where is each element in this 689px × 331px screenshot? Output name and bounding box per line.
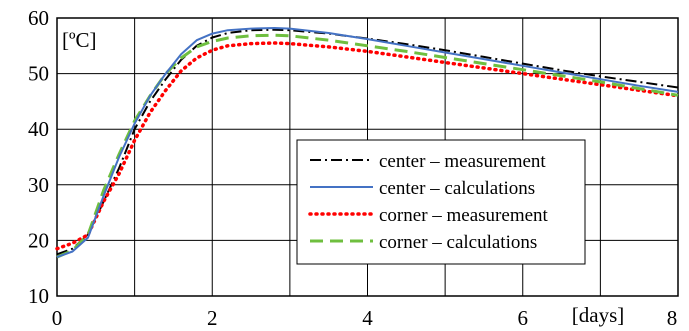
legend-label: corner – measurement (379, 205, 549, 226)
x-tick-label: 0 (52, 306, 63, 330)
x-tick-label: 2 (207, 306, 218, 330)
series-line-2 (55, 41, 680, 251)
series-line-0 (56, 28, 679, 256)
y-tick-label: 10 (28, 284, 49, 308)
legend: center – measurement center – calculation… (296, 139, 586, 265)
y-tick-label: 40 (28, 117, 49, 141)
y-tick-label: 30 (28, 173, 49, 197)
series-line-3 (56, 33, 679, 259)
y-tick-label: 60 (28, 6, 49, 30)
y-tick-label: 20 (28, 228, 49, 252)
y-axis-unit-label: [ºC] (62, 28, 97, 52)
plot-frame (56, 17, 679, 297)
legend-box (296, 139, 586, 265)
y-tick-label: 50 (28, 62, 49, 86)
tick-labels: 10 20 30 40 50 60 0 2 4 6 8 (28, 6, 677, 330)
legend-label: center – measurement (379, 151, 546, 172)
x-tick-label: 8 (667, 306, 678, 330)
x-tick-label: 6 (518, 306, 529, 330)
x-tick-label: 4 (362, 306, 373, 330)
x-axis-unit-label: [days] (572, 303, 624, 327)
legend-label: corner – calculations (379, 232, 537, 253)
legend-label: center – calculations (379, 178, 535, 199)
series-layer (55, 27, 680, 259)
series-line-1 (56, 27, 679, 259)
